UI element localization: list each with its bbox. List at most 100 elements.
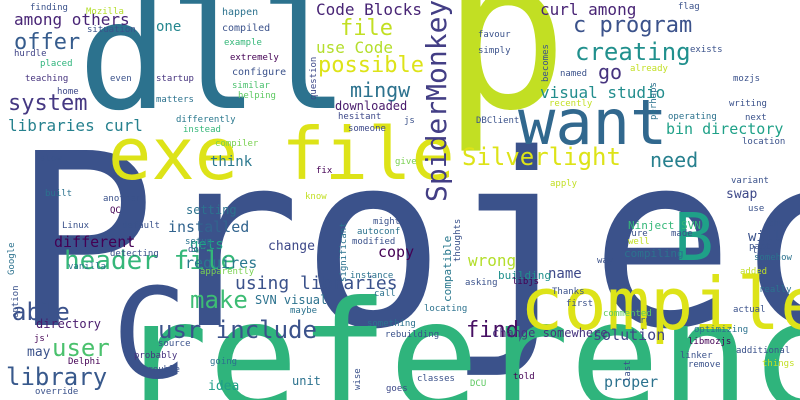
word-delphi: Delphi — [68, 357, 101, 367]
word-google: Google — [7, 242, 17, 275]
word-told: told — [513, 372, 535, 382]
word-usr-include: usr include — [158, 316, 317, 344]
word-locating: locating — [424, 304, 468, 314]
word-way: way — [597, 256, 614, 266]
word-header-file: header file — [64, 246, 237, 276]
word-bin-directory: bin directory — [666, 120, 784, 138]
word-change-somewhere: change somewhere — [492, 326, 608, 340]
word-give: give — [395, 157, 417, 167]
word-silverlight: Silverlight — [462, 143, 621, 171]
word-hurdle: hurdle — [14, 49, 47, 59]
word-dcu: DCU — [470, 379, 487, 389]
word-made: made — [671, 229, 693, 239]
word-additional: additional — [736, 346, 791, 356]
word-let: let — [752, 246, 769, 256]
word-able: able — [12, 298, 70, 326]
word-last: last — [623, 360, 633, 382]
word-asking: asking — [465, 278, 498, 288]
word-done: done — [188, 245, 210, 255]
word-make: make — [190, 286, 248, 314]
word-installed: installed — [168, 218, 250, 236]
word-example: example — [224, 38, 262, 48]
word-similar: similar — [232, 81, 270, 91]
word-project: Project — [12, 102, 800, 382]
word-using-libraries: using libraries — [235, 273, 398, 294]
word-setup: setup — [185, 237, 213, 247]
word-name: name — [548, 266, 582, 282]
word-next: next — [745, 113, 767, 123]
word-libjs: libjs — [512, 277, 540, 287]
word-already: already — [630, 64, 668, 74]
word-may: may — [27, 345, 51, 360]
word-differently: differently — [176, 115, 236, 125]
word-writing: writing — [729, 99, 767, 109]
word-sure: sure — [626, 229, 648, 239]
word-c-program: c program — [573, 13, 693, 38]
word-js: js — [404, 116, 415, 126]
word-optimizing: optimizing — [694, 325, 749, 335]
word-maybe: maybe — [290, 306, 318, 316]
word-exe-file: exe file — [108, 112, 455, 196]
word-spidermonkey: SpiderMonkey — [420, 0, 453, 202]
word-want: want — [518, 86, 668, 159]
word-among-others: among others — [14, 10, 130, 29]
word-thus: thus — [768, 219, 790, 229]
word-wrong: wrong — [468, 251, 517, 270]
word-fix: fix — [316, 166, 333, 176]
word-remove: remove — [688, 360, 721, 370]
word-someone: someone — [348, 124, 386, 134]
word-think: think — [210, 154, 253, 170]
word-solution: solution — [593, 326, 666, 344]
word-compatible: compatible — [441, 235, 454, 302]
word-instead: instead — [183, 125, 221, 135]
word-trouble: trouble — [142, 365, 180, 375]
word-know: know — [305, 192, 327, 202]
word-autoconf: autoconf — [357, 227, 401, 237]
word-things: things — [762, 359, 795, 369]
word-question: question — [309, 56, 319, 100]
word-source: source — [158, 339, 191, 349]
word-placed: placed — [40, 59, 73, 69]
word-matters: matters — [156, 95, 194, 105]
word-perhaps: perhaps — [649, 82, 659, 120]
word-extremely: extremely — [230, 53, 279, 63]
word-startup: startup — [156, 74, 194, 84]
word-rebuilding: rebuilding — [385, 330, 440, 340]
word-dbclient: DBClient — [476, 116, 520, 126]
word-compile: compile — [520, 262, 800, 346]
word-library: library — [6, 363, 108, 391]
word-use: use — [748, 204, 765, 214]
word-proper: proper — [604, 373, 659, 391]
word-compiled: compiled — [222, 23, 271, 34]
word-visual-studio: visual studio — [540, 83, 666, 102]
word-need: need — [650, 148, 699, 172]
word-configure: configure — [232, 67, 287, 78]
word-mingw: mingw — [350, 78, 411, 102]
word-default: default — [122, 221, 160, 231]
word-compiler: compiler — [215, 139, 259, 149]
word-thoughts: thoughts — [453, 218, 463, 262]
word-possible: possible — [318, 53, 424, 78]
word-dll: dll — [78, 0, 349, 144]
word-qc: QC — [110, 206, 121, 216]
word-wise: wise — [353, 368, 363, 390]
word-requires: requires — [185, 254, 258, 272]
word-swap: swap — [726, 187, 758, 202]
word-slow: slow — [40, 154, 62, 164]
word-built: built — [45, 189, 73, 199]
word-system: system — [8, 91, 88, 116]
word-libraries-curl: libraries curl — [8, 116, 143, 135]
word-ninject-svn: Ninject SVN — [628, 219, 701, 232]
word-vanilla: vanilla — [68, 262, 106, 272]
word-creating: creating — [575, 38, 691, 66]
word-downloaded: downloaded — [335, 99, 408, 113]
word-home: home — [57, 87, 79, 97]
word-instance: instance — [350, 271, 394, 281]
word-simply: simply — [478, 46, 511, 56]
word-apparently: apparently — [200, 267, 255, 277]
word-helping: helping — [238, 91, 276, 101]
word-somehow: somehow — [754, 253, 792, 263]
word-becomes: becomes — [541, 44, 551, 82]
word-flag: flag — [678, 2, 700, 12]
word-another: another — [103, 194, 141, 204]
